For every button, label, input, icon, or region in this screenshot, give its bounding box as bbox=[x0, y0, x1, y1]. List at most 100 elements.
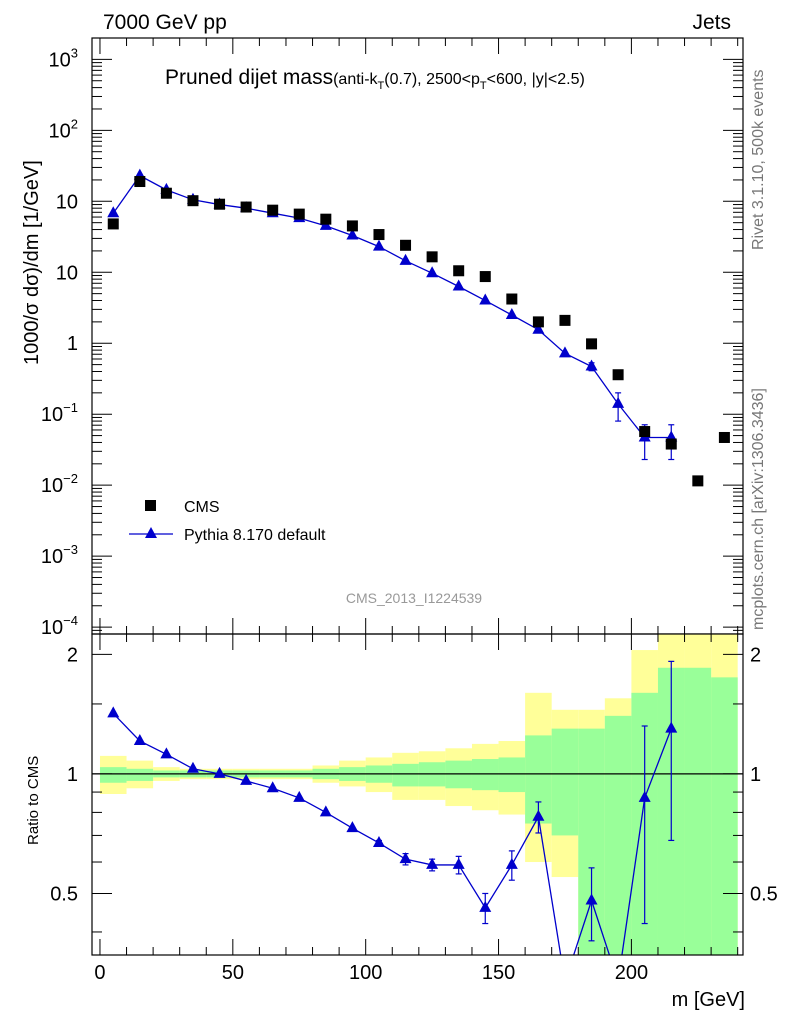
ratio-point bbox=[399, 852, 412, 864]
ratio-point bbox=[133, 734, 146, 746]
ratio-ylabel: Ratio to CMS bbox=[25, 756, 42, 845]
ratio-point bbox=[186, 761, 199, 773]
ratio-y-tick-label: 0.5 bbox=[50, 883, 78, 905]
main-y-tick-label: 10 bbox=[56, 262, 78, 284]
uncertainty-band-inner bbox=[604, 715, 632, 955]
xlabel: m [GeV] bbox=[672, 989, 745, 1011]
main-title-sub-T: T bbox=[378, 80, 385, 92]
ratio-point bbox=[160, 747, 173, 759]
cms-point bbox=[692, 475, 704, 487]
ratio-point bbox=[266, 781, 279, 793]
cms-point bbox=[160, 187, 172, 199]
uncertainty-band-inner bbox=[498, 757, 526, 793]
main-y-tick-label: 10−2 bbox=[41, 471, 78, 497]
cms-point bbox=[346, 220, 358, 232]
uncertainty-band-inner bbox=[392, 763, 419, 787]
pythia-point bbox=[558, 346, 571, 358]
cms-point bbox=[107, 218, 119, 230]
main-y-tick-label: 1 bbox=[67, 333, 78, 355]
ratio-point bbox=[505, 857, 518, 869]
ratio-point bbox=[346, 821, 359, 833]
pythia-point bbox=[107, 206, 120, 218]
cms-point bbox=[426, 251, 438, 263]
pythia-point bbox=[612, 396, 625, 408]
cms-point bbox=[400, 239, 412, 251]
ratio-series bbox=[107, 660, 678, 986]
ratio-point bbox=[479, 900, 492, 912]
cms-point bbox=[293, 208, 305, 220]
ratio-point bbox=[638, 790, 651, 802]
pythia-point bbox=[505, 308, 518, 320]
ratio-y-tick-label-right: 2 bbox=[750, 644, 761, 666]
x-tick-label: 150 bbox=[482, 962, 515, 984]
ratio-y-tick-label-right: 1 bbox=[750, 764, 761, 786]
cms-point bbox=[612, 369, 624, 381]
cms-point bbox=[586, 338, 598, 350]
main-y-tick-label: 10−4 bbox=[41, 613, 78, 639]
cms-point bbox=[532, 316, 544, 328]
legend-pythia-label: Pythia 8.170 default bbox=[184, 527, 326, 544]
pythia-point bbox=[479, 293, 492, 305]
uncertainty-band-inner bbox=[471, 759, 499, 791]
ratio-point bbox=[532, 809, 545, 821]
ratio-frame bbox=[91, 633, 744, 956]
cms-point bbox=[718, 431, 730, 443]
main-y-tick-label: 103 bbox=[49, 45, 78, 71]
pythia-line bbox=[112, 174, 672, 439]
cms-point bbox=[373, 229, 385, 241]
watermark: CMS_2013_I1224539 bbox=[346, 590, 482, 606]
main-title-sub: (anti-k bbox=[333, 71, 378, 88]
legend-cms-marker bbox=[145, 500, 156, 511]
cms-point bbox=[665, 438, 677, 450]
x-tick-label: 0 bbox=[94, 962, 105, 984]
main-y-tick-label: 10 bbox=[56, 191, 78, 213]
ratio-point bbox=[585, 893, 598, 905]
cms-point bbox=[214, 198, 226, 210]
cms-point bbox=[453, 265, 465, 277]
cms-point bbox=[267, 204, 279, 216]
main-ylabel: 1000/σ dσ)/dm [1/GeV] bbox=[21, 160, 43, 365]
ratio-y-tick-label-right: 0.5 bbox=[750, 883, 778, 905]
ratio-line bbox=[112, 712, 672, 955]
ratio-point bbox=[213, 766, 226, 778]
ratio-panel: 0.5 0.5 1 1 2 2 0 50 100 150 200 Ratio to CMS m [G… bbox=[25, 633, 778, 1011]
pythia-point bbox=[426, 266, 439, 278]
ratio-point bbox=[107, 706, 120, 718]
ratio-point bbox=[426, 857, 439, 869]
ratio-point bbox=[452, 857, 465, 869]
x-tick-label: 100 bbox=[349, 962, 382, 984]
ratio-y-tick-label: 1 bbox=[67, 764, 78, 786]
header-right: Jets bbox=[692, 11, 731, 34]
x-tick-label: 200 bbox=[615, 962, 648, 984]
uncertainty-band-inner bbox=[126, 768, 154, 781]
legend-pythia-marker bbox=[145, 527, 157, 538]
cms-point bbox=[134, 176, 146, 188]
cms-point bbox=[240, 201, 252, 213]
main-title-sub-T2: T bbox=[480, 80, 487, 92]
ratio-point bbox=[665, 721, 678, 733]
cms-point bbox=[187, 195, 199, 207]
main-y-tick-label: 10−1 bbox=[41, 400, 78, 426]
ratio-point bbox=[293, 790, 306, 802]
ratio-point bbox=[559, 975, 571, 986]
pythia-point bbox=[452, 279, 465, 291]
legend: CMS Pythia 8.170 default bbox=[129, 499, 326, 544]
side-mcplots-label: mcplots.cern.ch [arXiv:1306.3436] bbox=[750, 388, 767, 630]
cms-point bbox=[639, 426, 651, 438]
ratio-point bbox=[372, 835, 385, 847]
uncertainty-band-inner bbox=[711, 677, 738, 955]
pythia-point bbox=[372, 239, 385, 251]
cms-point bbox=[320, 213, 332, 225]
pythia-point bbox=[399, 253, 412, 265]
pythia-point bbox=[346, 228, 359, 240]
side-rivet-label: Rivet 3.1.10, 500k events bbox=[750, 69, 767, 250]
pythia-point bbox=[532, 322, 545, 334]
main-y-tick-label: 102 bbox=[49, 116, 78, 142]
uncertainty-band-inner bbox=[684, 667, 712, 955]
uncertainty-band-inner bbox=[551, 728, 579, 836]
cms-point bbox=[506, 293, 518, 305]
ratio-y-tick-label: 2 bbox=[67, 644, 78, 666]
main-y-tick-label: 10−3 bbox=[41, 542, 78, 568]
main-title-text: Pruned dijet mass bbox=[165, 66, 333, 89]
